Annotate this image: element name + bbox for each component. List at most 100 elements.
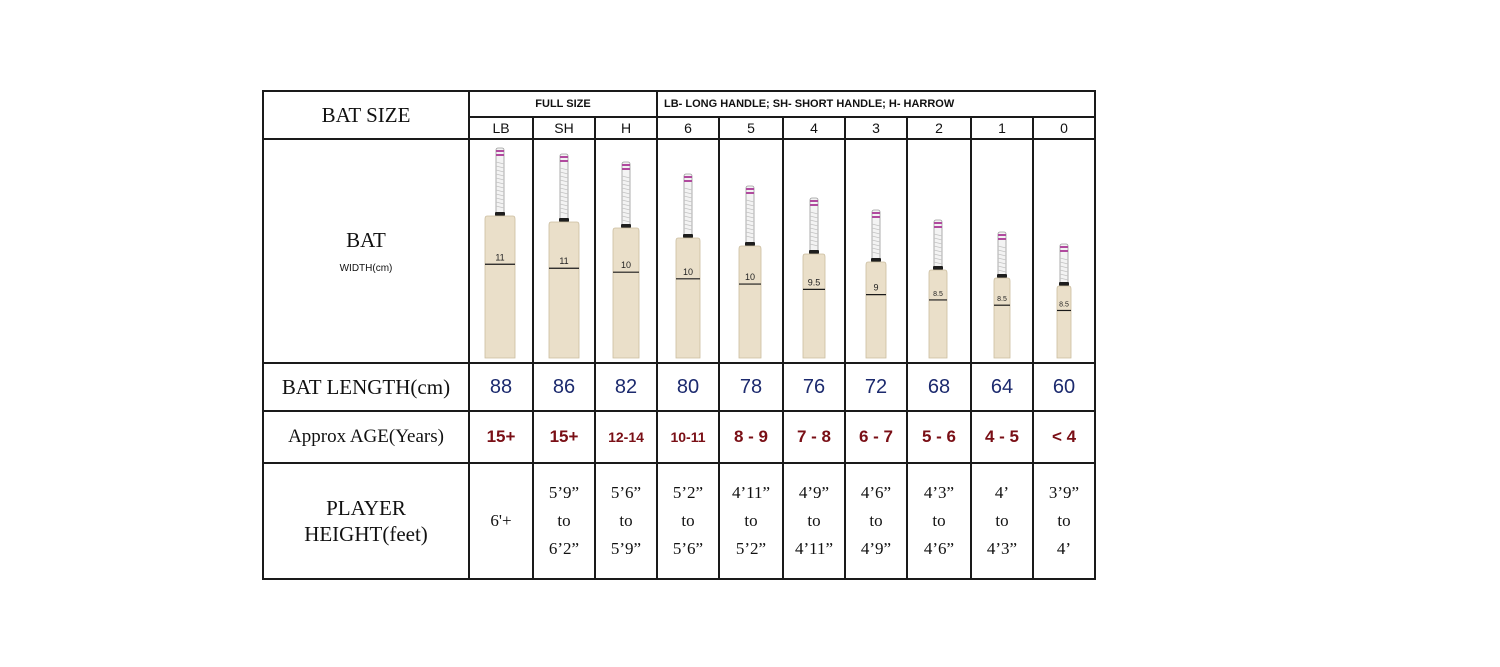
grip-stripe bbox=[871, 239, 881, 243]
player-height-value: 3’9” to 4’ bbox=[1032, 462, 1096, 580]
grip-stripe bbox=[559, 207, 569, 211]
grip-stripe bbox=[1059, 257, 1069, 261]
player-height-line: 4’9” bbox=[860, 539, 892, 559]
grip-stripe bbox=[559, 183, 569, 187]
bat-blade bbox=[738, 245, 762, 359]
grip-stripe bbox=[495, 197, 505, 201]
player-height-line: 6'+ bbox=[490, 510, 512, 530]
bat-length-row: BAT LENGTH(cm) 88 86 82 80 78 76 72 68 64 60 bbox=[262, 362, 1096, 412]
grip-stripe bbox=[745, 215, 755, 219]
grip-stripe bbox=[809, 231, 819, 235]
bat-cell-4: 9.5 bbox=[782, 138, 846, 364]
player-height-line: 4’ bbox=[994, 482, 1010, 502]
player-height-value: 6'+ bbox=[468, 462, 534, 580]
grip-stripe bbox=[871, 231, 881, 235]
width-value: 10 bbox=[621, 260, 631, 270]
grip-stripe bbox=[559, 171, 569, 175]
bat-collar bbox=[1059, 282, 1069, 286]
grip-stripe bbox=[997, 245, 1007, 249]
grip-band bbox=[872, 212, 880, 214]
grip-stripe bbox=[809, 219, 819, 223]
player-height-line: to bbox=[619, 510, 633, 530]
grip-stripe bbox=[621, 219, 631, 223]
grip-stripe bbox=[809, 239, 819, 243]
grip-stripe bbox=[745, 223, 755, 227]
bat-length-value: 78 bbox=[718, 362, 784, 412]
approx-age-value: 15+ bbox=[532, 410, 596, 464]
grip-stripe bbox=[871, 243, 881, 247]
player-height-line: 4’6” bbox=[923, 539, 955, 559]
grip-stripe bbox=[495, 201, 505, 205]
bat-illustration: 11 bbox=[484, 147, 516, 359]
grip-stripe bbox=[495, 177, 505, 181]
bat-cell-0: 8.5 bbox=[1032, 138, 1096, 364]
grip-stripe bbox=[559, 175, 569, 179]
grip-stripe bbox=[683, 207, 693, 211]
player-height-label-line2: HEIGHT(feet) bbox=[304, 522, 428, 546]
bat-blade bbox=[484, 215, 516, 359]
size-code-2: 2 bbox=[906, 116, 972, 140]
player-height-line: 5’9” bbox=[548, 482, 580, 502]
approx-age-value: 15+ bbox=[468, 410, 534, 464]
size-code-5: 5 bbox=[718, 116, 784, 140]
bat-size-header: BAT SIZE bbox=[262, 90, 470, 140]
player-height-value: 4’11” to 5’2” bbox=[718, 462, 784, 580]
player-height-line: 4’11” bbox=[794, 539, 834, 559]
bat-length-value: 76 bbox=[782, 362, 846, 412]
grip-stripe bbox=[621, 175, 631, 179]
grip-stripe bbox=[495, 169, 505, 173]
bat-blade bbox=[548, 221, 580, 359]
grip-stripe bbox=[559, 167, 569, 171]
bat-size-chart: BAT SIZE FULL SIZE LB- LONG HANDLE; SH- … bbox=[262, 90, 1096, 580]
grip-stripe bbox=[559, 179, 569, 183]
grip-stripe bbox=[997, 253, 1007, 257]
grip-stripe bbox=[809, 243, 819, 247]
grip-band bbox=[746, 192, 754, 194]
grip-stripe bbox=[997, 249, 1007, 253]
player-height-line: to bbox=[807, 510, 821, 530]
size-code-4: 4 bbox=[782, 116, 846, 140]
grip-stripe bbox=[621, 187, 631, 191]
size-code-3: 3 bbox=[844, 116, 908, 140]
player-height-line: 5’2” bbox=[735, 539, 767, 559]
player-height-line: 6’2” bbox=[548, 539, 580, 559]
approx-age-value: < 4 bbox=[1032, 410, 1096, 464]
approx-age-label: Approx AGE(Years) bbox=[262, 410, 470, 464]
grip-stripe bbox=[621, 207, 631, 211]
player-height-value: 5’2” to 5’6” bbox=[656, 462, 720, 580]
grip-band bbox=[810, 200, 818, 202]
bat-blade bbox=[865, 261, 887, 359]
player-height-line: to bbox=[932, 510, 946, 530]
grip-stripe bbox=[495, 181, 505, 185]
bat-cell-1: 8.5 bbox=[970, 138, 1034, 364]
bat-collar bbox=[683, 234, 693, 238]
width-value: 11 bbox=[495, 252, 504, 262]
bat-label: BAT bbox=[346, 227, 386, 252]
grip-stripe bbox=[495, 205, 505, 209]
bat-illustration: 10 bbox=[612, 161, 640, 359]
grip-band bbox=[684, 176, 692, 178]
grip-stripe bbox=[933, 241, 943, 245]
grip-stripe bbox=[495, 189, 505, 193]
grip-stripe bbox=[495, 165, 505, 169]
grip-stripe bbox=[997, 261, 1007, 265]
width-value: 9 bbox=[873, 283, 878, 293]
handle-legend: LB- LONG HANDLE; SH- SHORT HANDLE; H- HA… bbox=[656, 90, 1096, 118]
bat-collar bbox=[871, 258, 881, 262]
bat-length-value: 68 bbox=[906, 362, 972, 412]
size-code-lb: LB bbox=[468, 116, 534, 140]
player-height-line: 4’ bbox=[1056, 539, 1072, 559]
grip-stripe bbox=[997, 269, 1007, 273]
grip-band bbox=[746, 188, 754, 190]
bat-collar bbox=[559, 218, 569, 222]
grip-band bbox=[934, 226, 942, 228]
bat-collar bbox=[809, 250, 819, 254]
bat-illustration: 10 bbox=[738, 185, 762, 359]
width-value: 9.5 bbox=[808, 277, 821, 287]
player-height-row: PLAYER HEIGHT(feet) 6'+ 5’9” to 6’2” 5’6” to 5… bbox=[262, 462, 1096, 580]
size-code-0: 0 bbox=[1032, 116, 1096, 140]
bat-blade bbox=[675, 237, 701, 359]
approx-age-value: 5 - 6 bbox=[906, 410, 972, 464]
width-value: 10 bbox=[683, 267, 693, 277]
